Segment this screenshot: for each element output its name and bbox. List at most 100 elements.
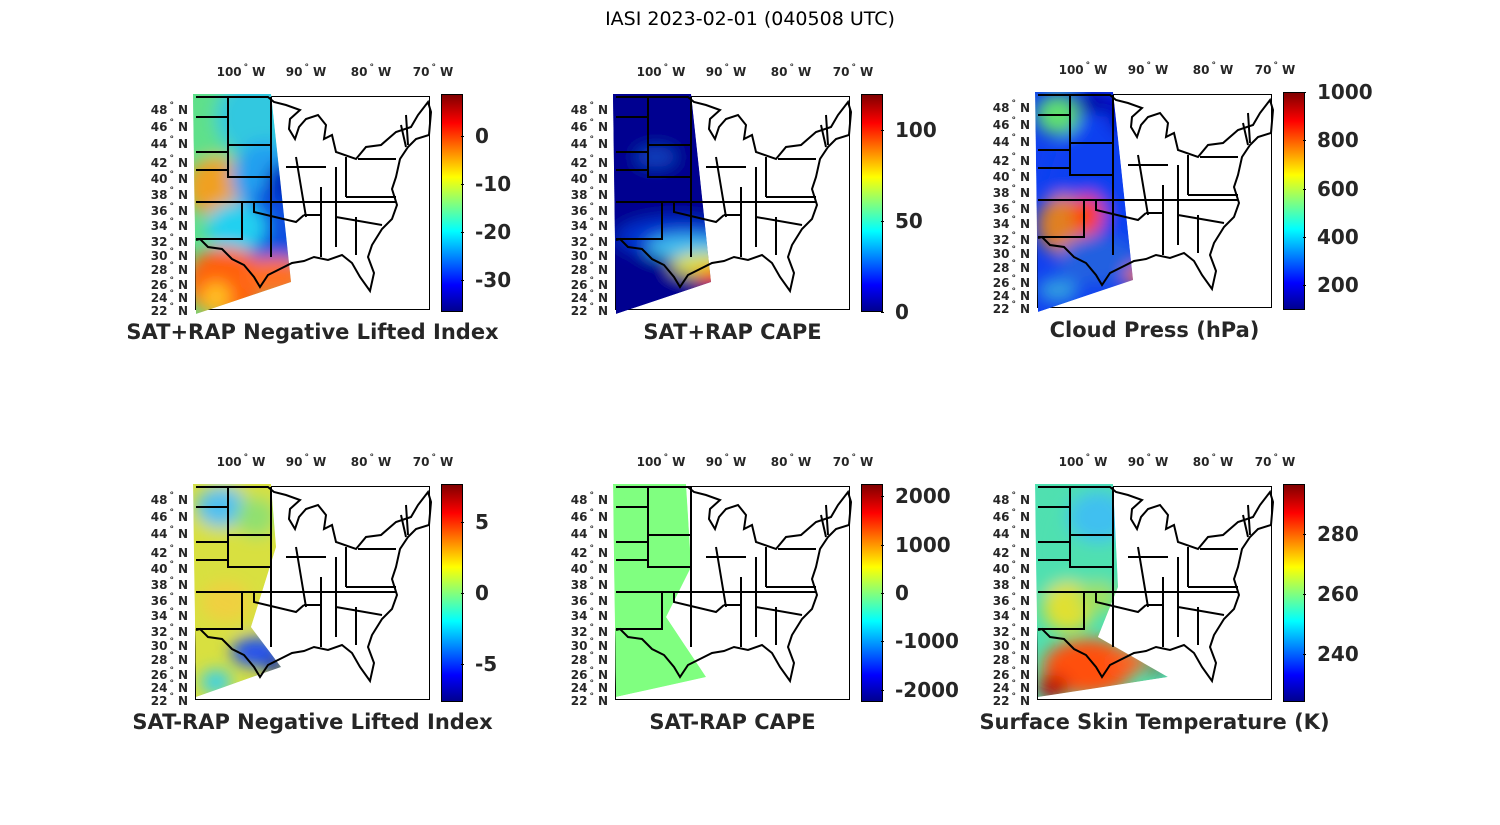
degree-symbol: ° [589, 637, 594, 647]
degree-symbol: ° [589, 289, 594, 299]
degree-symbol: ° [169, 118, 174, 128]
lat-tick-label: 24 ° N [570, 679, 608, 695]
lat-tick-label: 36 ° N [993, 592, 1030, 608]
degree-symbol: ° [304, 63, 309, 73]
lat-tick-label: 44 ° N [151, 135, 188, 151]
lon-tick-label: 90 ° W [286, 63, 326, 79]
degree-symbol: ° [1011, 607, 1016, 617]
degree-symbol: ° [589, 154, 594, 164]
colorbar-tick-label: 600 [1303, 176, 1359, 201]
lat-tick-label: 32 ° N [151, 233, 188, 249]
lon-suffix: W [1219, 455, 1234, 469]
degree-symbol: ° [1011, 679, 1016, 689]
lat-tick-label: 30 ° N [571, 247, 608, 263]
lat-tick-label: 42 ° N [570, 544, 608, 560]
degree-symbol: ° [589, 247, 594, 257]
lat-tick-label: 32 ° N [571, 623, 608, 639]
lat-suffix: N [177, 156, 188, 170]
lat-tick-label: 48 ° N [151, 101, 188, 117]
degree-symbol: ° [1211, 61, 1216, 71]
degree-symbol: ° [1011, 592, 1016, 602]
lat-suffix: N [1019, 135, 1030, 149]
lat-suffix: N [177, 219, 188, 233]
lat-suffix: N [177, 263, 188, 277]
lat-tick-label: 34 ° N [571, 607, 608, 623]
state-borders [196, 487, 409, 647]
lat-tick-label: 44 ° N [993, 133, 1030, 149]
lat-tick-label: 30 ° N [993, 245, 1030, 261]
lat-value: 22 [992, 694, 1010, 708]
lat-value: 30 [150, 249, 168, 263]
lon-suffix: W [439, 65, 454, 79]
degree-symbol: ° [169, 289, 174, 299]
lat-value: 46 [150, 510, 168, 524]
degree-symbol: ° [431, 63, 436, 73]
lon-tick-label: 100 ° W [217, 453, 266, 469]
degree-symbol: ° [589, 491, 594, 501]
colorbar-tick-label: 0 [461, 581, 489, 605]
degree-symbol: ° [1085, 61, 1091, 71]
lat-tick-label: 32 ° N [993, 623, 1030, 639]
lat-value: 22 [992, 302, 1010, 316]
lat-suffix: N [177, 668, 188, 682]
lon-suffix: W [732, 455, 747, 469]
lat-tick-label: 28 ° N [151, 651, 188, 667]
lat-tick-label: 22 ° N [992, 300, 1030, 316]
lat-value: 32 [992, 233, 1010, 247]
colorbar-tick-label: -5 [460, 651, 498, 676]
lon-suffix: W [672, 65, 686, 79]
map-axes: 48 ° N 46 ° N 44 ° N 42 ° N 40 ° N 38 ° N 36 ° N 34 ° N 32 ° N 30 ° N… [151, 453, 453, 708]
lat-tick-label: 46 ° N [151, 118, 188, 134]
lon-suffix: W [1154, 63, 1169, 77]
lon-value: 70 [1254, 63, 1272, 77]
lon-tick-label: 80 ° W [350, 453, 392, 469]
degree-symbol: ° [1146, 453, 1151, 463]
country-outline [615, 486, 853, 684]
lon-value: 80 [350, 455, 368, 469]
lat-value: 40 [150, 562, 168, 576]
degree-symbol: ° [589, 692, 594, 702]
panel-title: SAT+RAP CAPE [643, 320, 822, 344]
lat-suffix: N [177, 120, 188, 134]
lat-value: 26 [570, 668, 588, 682]
panel-title: SAT-RAP CAPE [649, 710, 816, 734]
lat-value: 34 [992, 217, 1010, 231]
lat-tick-label: 42 ° N [993, 544, 1030, 560]
lat-suffix: N [597, 694, 608, 708]
lat-value: 46 [570, 510, 588, 524]
lon-suffix: W [377, 455, 392, 469]
lat-tick-label: 46 ° N [150, 508, 188, 524]
lon-suffix: W [859, 65, 874, 79]
state-borders [196, 97, 409, 257]
lat-value: 42 [570, 156, 588, 170]
map-axes: 48 ° N 46 ° N 44 ° N 42 ° N 40 ° N 38 ° N 36 ° N 34 ° N 32 ° N 30 ° N… [151, 63, 453, 318]
degree-symbol: ° [1146, 61, 1151, 71]
degree-symbol: ° [589, 560, 594, 570]
degree-symbol: ° [1011, 116, 1016, 126]
colorbar-tick-label: 1000 [1303, 80, 1373, 104]
lat-suffix: N [1019, 562, 1030, 576]
lat-value: 48 [992, 493, 1010, 507]
data-swath [613, 94, 711, 314]
lat-value: 42 [570, 546, 588, 560]
lat-tick-label: 32 ° N [571, 233, 608, 249]
lat-tick-label: 40 ° N [571, 170, 608, 186]
lat-suffix: N [1019, 578, 1030, 592]
degree-symbol: ° [169, 666, 174, 676]
lat-tick-label: 22 ° N [571, 692, 608, 708]
lat-tick-label: 38 ° N [993, 576, 1030, 592]
degree-symbol: ° [663, 453, 669, 463]
lat-suffix: N [1019, 546, 1030, 560]
lon-tick-label: 90 ° W [286, 453, 326, 469]
lat-suffix: N [597, 120, 608, 134]
colorbar-tick-label: -30 [460, 267, 512, 292]
lat-value: 36 [150, 204, 168, 218]
degree-symbol: ° [1011, 525, 1016, 535]
degree-symbol: ° [243, 63, 249, 73]
lat-tick-label: 22 ° N [151, 302, 188, 318]
lat-tick-label: 36 ° N [993, 200, 1030, 216]
panel-sat-rap-sum-lifted-index: 48 ° N 46 ° N 44 ° N 42 ° N 40 ° N 38 ° N 36 ° N 34 ° N 32 ° N 30 ° N… [126, 63, 535, 366]
degree-symbol: ° [589, 101, 594, 111]
lat-suffix: N [597, 639, 608, 653]
lat-value: 24 [570, 681, 588, 695]
